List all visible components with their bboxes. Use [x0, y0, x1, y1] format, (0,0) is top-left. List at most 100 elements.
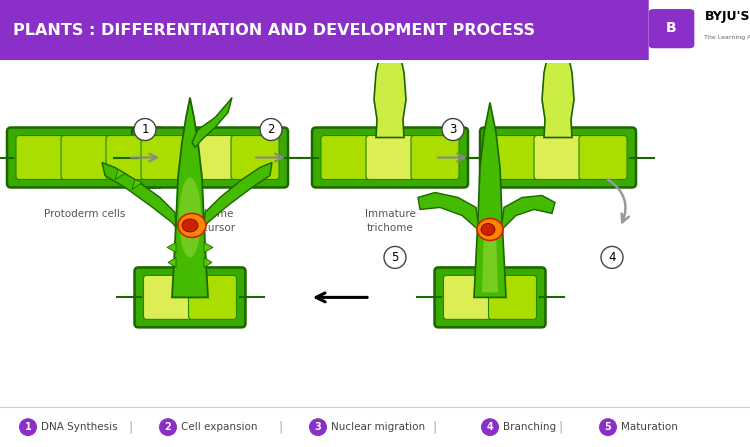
Ellipse shape: [117, 147, 143, 169]
Text: Maturation: Maturation: [621, 422, 678, 432]
Ellipse shape: [32, 152, 46, 163]
Polygon shape: [418, 193, 478, 229]
FancyBboxPatch shape: [312, 127, 468, 187]
Ellipse shape: [204, 292, 219, 303]
Text: 4: 4: [487, 422, 494, 432]
Ellipse shape: [122, 152, 136, 163]
FancyBboxPatch shape: [186, 135, 234, 180]
Ellipse shape: [247, 152, 261, 163]
Circle shape: [309, 418, 327, 436]
Ellipse shape: [505, 152, 519, 163]
Ellipse shape: [595, 152, 609, 163]
Polygon shape: [115, 169, 125, 180]
Text: Immature
trichome: Immature trichome: [364, 210, 416, 232]
Ellipse shape: [504, 292, 519, 303]
FancyBboxPatch shape: [134, 267, 245, 327]
Polygon shape: [482, 228, 498, 292]
Text: BYJU'S: BYJU'S: [704, 10, 750, 23]
Polygon shape: [192, 97, 232, 148]
FancyBboxPatch shape: [411, 135, 459, 180]
Ellipse shape: [27, 147, 53, 169]
Polygon shape: [551, 20, 565, 53]
FancyBboxPatch shape: [480, 127, 636, 187]
Circle shape: [159, 418, 177, 436]
FancyBboxPatch shape: [489, 135, 537, 180]
Polygon shape: [132, 180, 142, 190]
FancyBboxPatch shape: [434, 267, 545, 327]
Text: Nuclear migration: Nuclear migration: [331, 422, 425, 432]
Ellipse shape: [550, 152, 564, 163]
Text: |: |: [558, 421, 562, 434]
Text: 4: 4: [608, 251, 616, 264]
FancyBboxPatch shape: [488, 275, 536, 319]
Ellipse shape: [382, 152, 396, 163]
Ellipse shape: [477, 219, 503, 240]
Ellipse shape: [459, 292, 474, 303]
Text: DNA Synthesis: DNA Synthesis: [41, 422, 118, 432]
Text: Protoderm cells: Protoderm cells: [44, 210, 126, 219]
Ellipse shape: [242, 147, 268, 169]
Text: 1: 1: [25, 422, 32, 432]
Polygon shape: [167, 242, 176, 253]
Text: 3: 3: [449, 123, 457, 136]
FancyBboxPatch shape: [649, 9, 694, 48]
Circle shape: [134, 118, 156, 140]
Text: 5: 5: [604, 422, 611, 432]
Circle shape: [599, 418, 617, 436]
FancyBboxPatch shape: [231, 135, 279, 180]
Circle shape: [481, 418, 499, 436]
FancyBboxPatch shape: [443, 275, 491, 319]
Text: 1: 1: [141, 123, 148, 136]
Polygon shape: [502, 195, 555, 229]
Ellipse shape: [500, 147, 526, 169]
Ellipse shape: [202, 152, 216, 163]
FancyBboxPatch shape: [321, 135, 369, 180]
FancyBboxPatch shape: [141, 135, 189, 180]
FancyBboxPatch shape: [7, 127, 163, 187]
Circle shape: [384, 246, 406, 268]
Ellipse shape: [157, 152, 171, 163]
Ellipse shape: [454, 287, 481, 308]
Polygon shape: [172, 97, 208, 297]
FancyBboxPatch shape: [366, 135, 414, 180]
Polygon shape: [168, 257, 176, 267]
Ellipse shape: [377, 147, 403, 169]
Text: B: B: [666, 21, 676, 35]
FancyBboxPatch shape: [143, 275, 191, 319]
Text: |: |: [433, 421, 437, 434]
Ellipse shape: [500, 287, 526, 308]
Ellipse shape: [178, 214, 206, 237]
Text: Trichome
precursor: Trichome precursor: [185, 210, 235, 232]
FancyBboxPatch shape: [16, 135, 64, 180]
Ellipse shape: [427, 152, 441, 163]
FancyBboxPatch shape: [106, 135, 154, 180]
FancyBboxPatch shape: [534, 135, 582, 180]
Ellipse shape: [337, 152, 351, 163]
Polygon shape: [204, 242, 213, 253]
Ellipse shape: [152, 147, 178, 169]
Ellipse shape: [545, 147, 571, 169]
FancyArrowPatch shape: [608, 179, 628, 222]
FancyBboxPatch shape: [61, 135, 109, 180]
Text: |: |: [278, 421, 282, 434]
Text: 2: 2: [267, 123, 274, 136]
Text: |: |: [128, 421, 132, 434]
Ellipse shape: [179, 177, 201, 257]
Text: Cell expansion: Cell expansion: [181, 422, 257, 432]
FancyBboxPatch shape: [579, 135, 627, 180]
Ellipse shape: [197, 147, 223, 169]
Circle shape: [601, 246, 623, 268]
Text: The Learning App: The Learning App: [704, 35, 750, 40]
Text: 2: 2: [165, 422, 171, 432]
Ellipse shape: [76, 152, 92, 163]
Polygon shape: [204, 257, 212, 267]
Ellipse shape: [154, 287, 181, 308]
Ellipse shape: [159, 292, 174, 303]
Polygon shape: [474, 102, 506, 297]
Text: Branching: Branching: [503, 422, 556, 432]
Ellipse shape: [182, 219, 198, 232]
FancyBboxPatch shape: [132, 127, 288, 187]
Polygon shape: [374, 20, 406, 138]
FancyBboxPatch shape: [188, 275, 236, 319]
Text: 3: 3: [315, 422, 321, 432]
